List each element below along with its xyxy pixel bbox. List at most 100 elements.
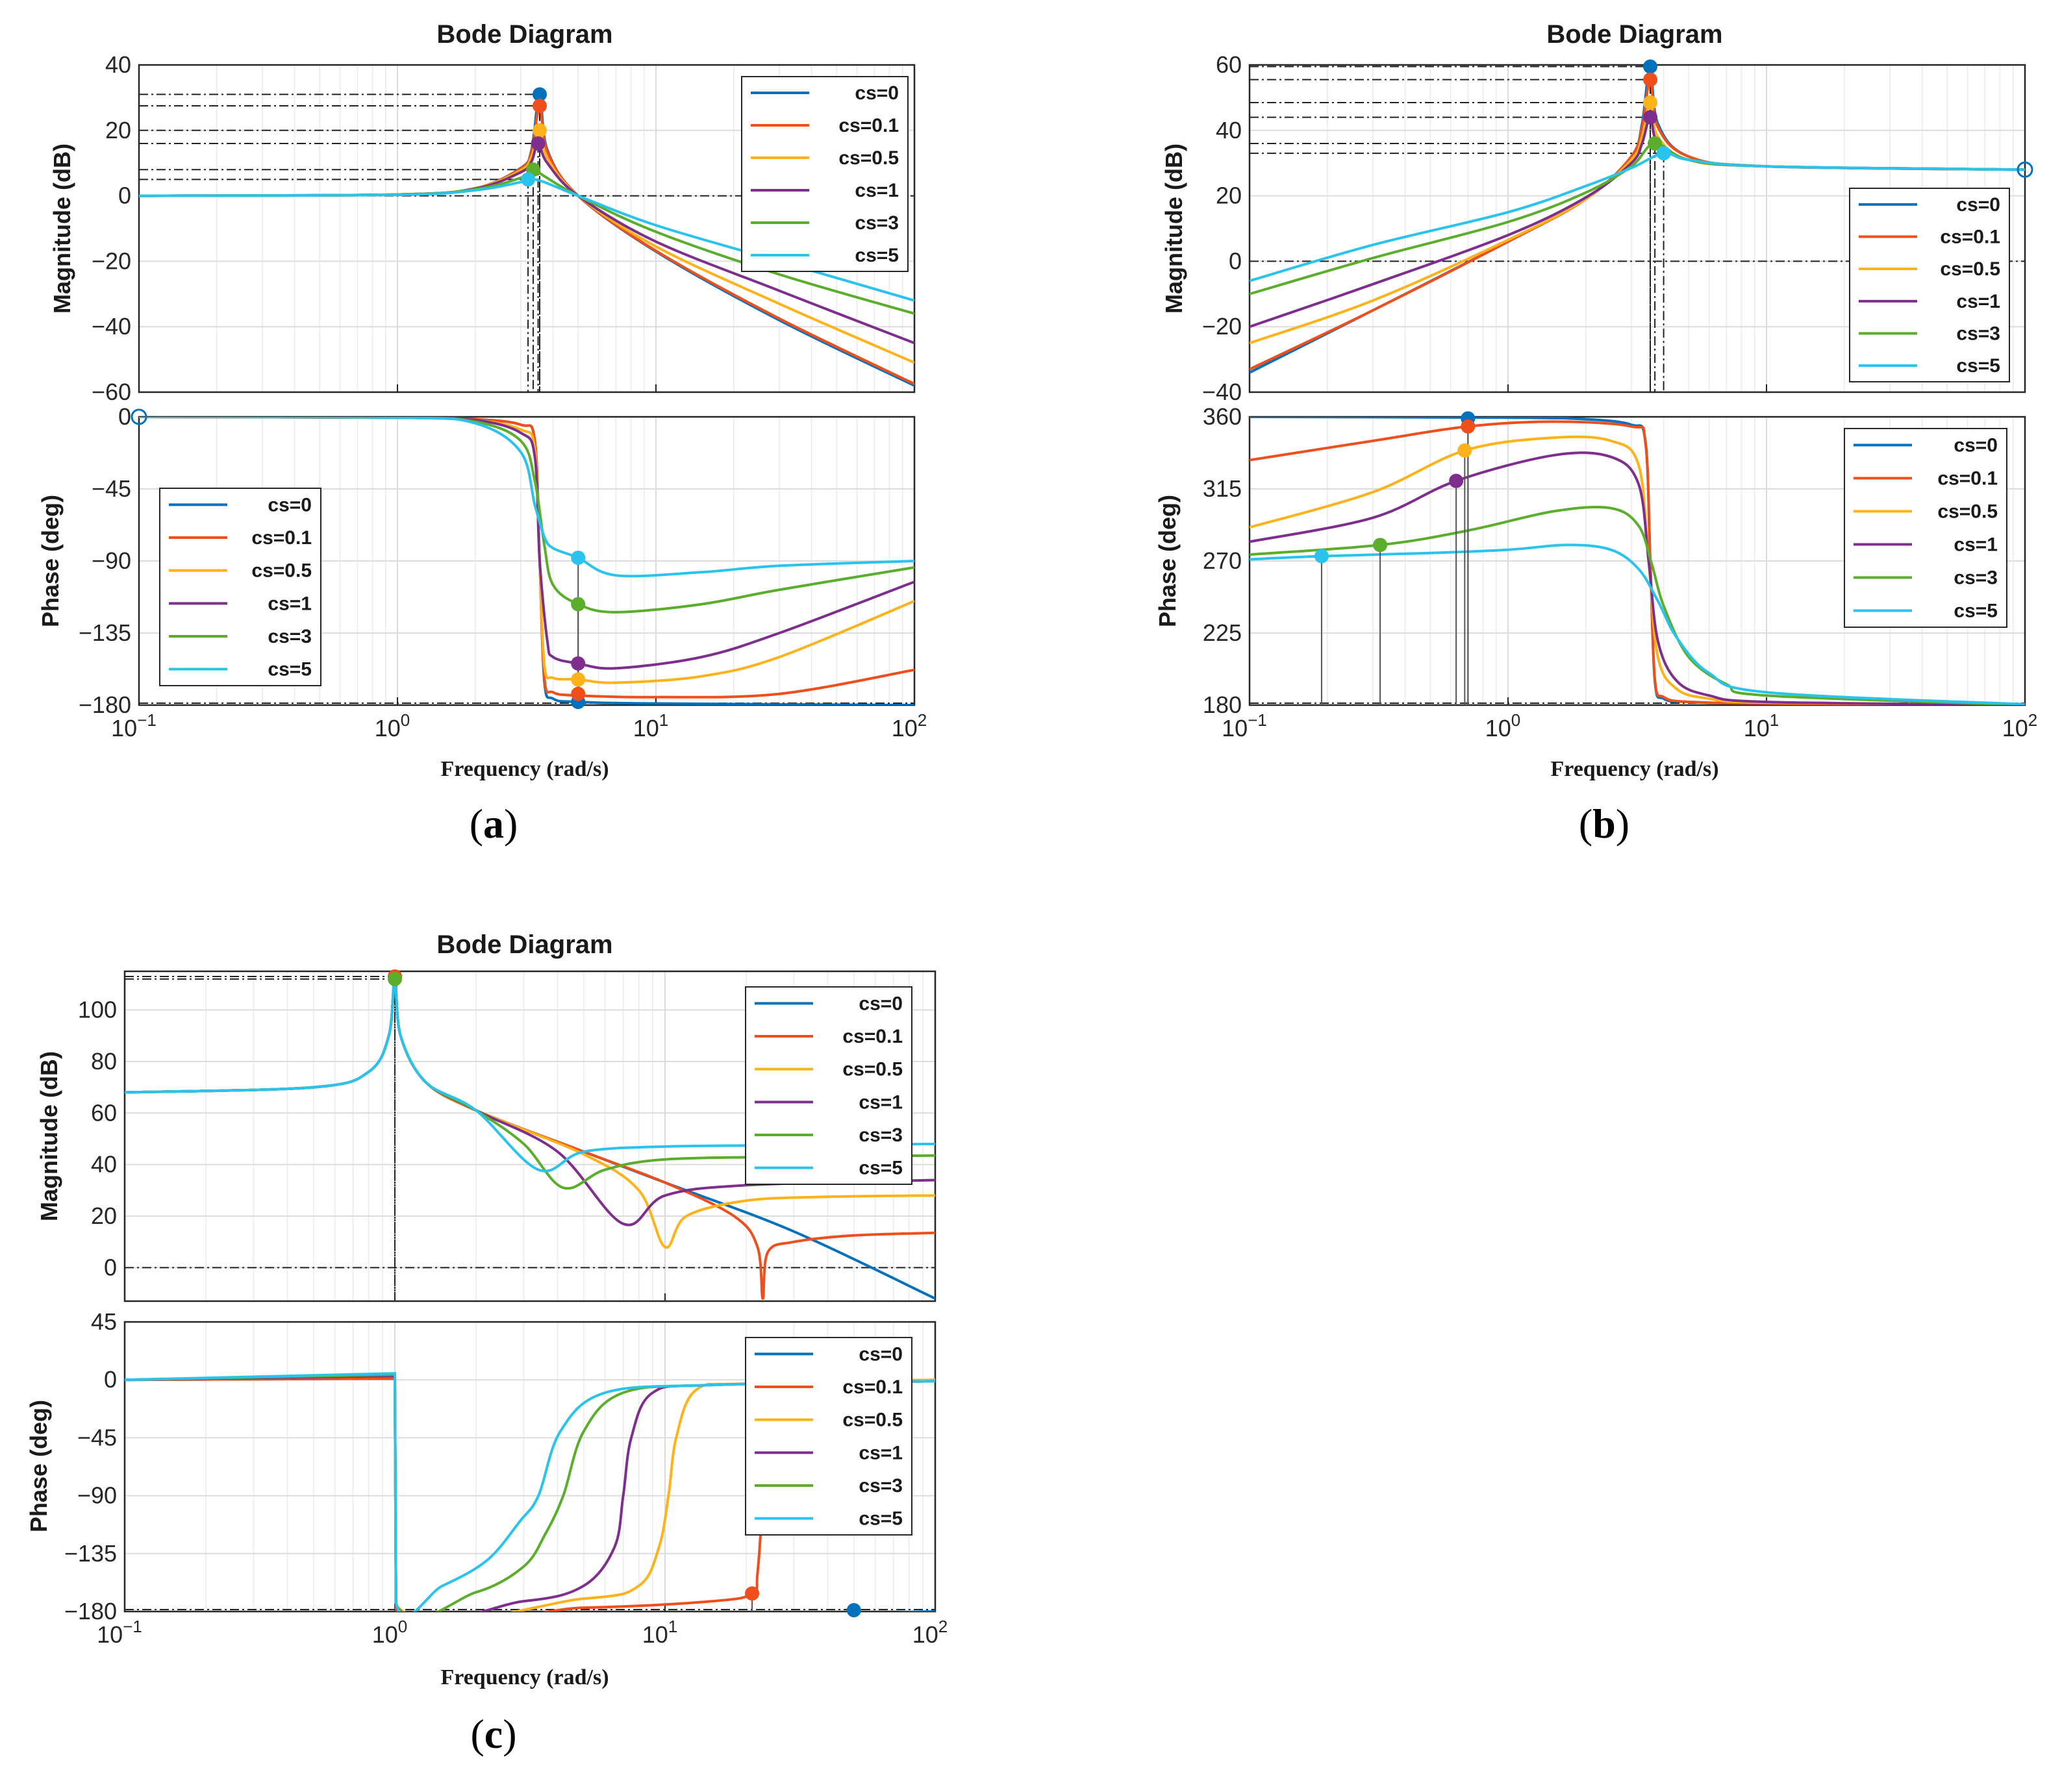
- peak-marker: [1656, 146, 1671, 161]
- magnitude-legend-box: [745, 986, 912, 1185]
- peak-marker: [531, 136, 546, 151]
- frequency-axis-label: Frequency (rad/s): [1550, 757, 1718, 781]
- y-tick-label: 270: [1203, 547, 1242, 574]
- phase-marker: [745, 1586, 760, 1601]
- phase-marker: [1449, 473, 1464, 488]
- legend-label: cs=3: [855, 212, 899, 234]
- x-tick-label: 100: [372, 1617, 408, 1648]
- legend-label: cs=0: [268, 494, 312, 516]
- magnitude-legend-box: [1849, 188, 2010, 382]
- y-tick-label: 40: [91, 1151, 117, 1178]
- legend-label: cs=0.1: [1937, 468, 1998, 490]
- phase-marker: [846, 1603, 861, 1618]
- y-tick-label: 315: [1203, 475, 1242, 502]
- legend-label: cs=3: [268, 626, 312, 647]
- legend-label: cs=1: [1954, 534, 1998, 556]
- series-line-cs-1: [1250, 451, 2025, 705]
- y-tick-label: −180: [79, 691, 131, 718]
- series-line-cs-5: [139, 417, 914, 578]
- series-line-cs-5: [1250, 543, 2025, 705]
- magnitude-panel: 40 20 0 −20 −40 −60 Magnitude (dB) cs=0 cs=0.1 cs…: [49, 51, 916, 405]
- magnitude-axes-frame: [138, 64, 916, 393]
- legend-label: cs=0.5: [1937, 501, 1998, 523]
- magnitude-axes-frame: [1248, 64, 2026, 393]
- legend-label: cs=0: [1956, 194, 2000, 216]
- y-tick-label: 60: [91, 1099, 117, 1126]
- y-tick-label: 0: [104, 1254, 117, 1280]
- legend-label: cs=5: [268, 659, 312, 680]
- series-line-cs-3: [1250, 505, 2025, 705]
- phase-marker: [571, 672, 586, 687]
- y-tick-label: −40: [1202, 379, 1242, 405]
- x-tick-label: 101: [1744, 710, 1779, 741]
- chart-title: Bode Diagram: [1546, 20, 1722, 49]
- y-tick-label: −90: [92, 547, 131, 574]
- legend-label: cs=0: [1954, 435, 1998, 456]
- legend-label: cs=5: [859, 1158, 903, 1179]
- legend-label: cs=5: [855, 245, 899, 266]
- phase-legend-box: [159, 488, 321, 686]
- magnitude-legend-box: [741, 76, 909, 272]
- legend-label: cs=3: [859, 1125, 903, 1146]
- magnitude-axis-label: Magnitude (dB): [49, 143, 75, 314]
- peak-marker: [1642, 59, 1657, 74]
- frequency-axis-label: Frequency (rad/s): [440, 1665, 609, 1689]
- phase-axis-label: Phase (deg): [37, 495, 64, 627]
- x-tick-label: 102: [892, 710, 927, 741]
- legend-label: cs=1: [859, 1091, 903, 1113]
- legend-label: cs=0.5: [838, 147, 899, 169]
- y-tick-label: 0: [1229, 247, 1242, 274]
- x-tick-label: 101: [642, 1617, 678, 1648]
- peak-marker: [388, 971, 402, 986]
- legend-label: cs=3: [859, 1475, 903, 1497]
- y-tick-label: 45: [91, 1308, 117, 1335]
- y-tick-label: −20: [92, 247, 131, 274]
- series-line-cs-5: [125, 1372, 935, 1612]
- phase-marker: [1373, 538, 1388, 553]
- legend-label: cs=3: [1956, 323, 2000, 345]
- y-tick-label: −60: [92, 379, 131, 405]
- legend-label: cs=0.5: [842, 1059, 903, 1080]
- y-tick-label: 20: [91, 1202, 117, 1229]
- phase-axis-label: Phase (deg): [25, 1400, 52, 1532]
- phase-marker: [1314, 549, 1329, 564]
- start-marker: [131, 408, 147, 425]
- phase-marker: [571, 656, 586, 671]
- legend-label: cs=0.1: [838, 115, 899, 136]
- x-tick-label: 101: [633, 710, 669, 741]
- legend-label: cs=0: [859, 993, 903, 1014]
- frequency-axis-label: Frequency (rad/s): [440, 757, 609, 781]
- magnitude-axis-label: Magnitude (dB): [1161, 143, 1187, 314]
- phase-marker: [1457, 443, 1472, 458]
- x-tick-label: 10−1: [111, 710, 157, 741]
- chart-title: Bode Diagram: [436, 20, 612, 49]
- y-tick-label: 20: [105, 117, 131, 143]
- peak-marker: [1642, 110, 1657, 125]
- legend-label: cs=1: [268, 593, 312, 614]
- y-tick-label: −135: [79, 619, 131, 646]
- y-tick-label: 0: [118, 182, 131, 209]
- peak-marker: [532, 123, 547, 138]
- phase-marker: [571, 686, 586, 701]
- peak-marker: [521, 172, 536, 187]
- y-tick-label: −135: [64, 1540, 117, 1567]
- legend-label: cs=5: [1956, 355, 2000, 377]
- magnitude-panel: 60 40 20 0 −20 −40 Magnitude (dB) cs=0 cs=0.1 cs=…: [1161, 51, 2033, 405]
- x-tick-label: 100: [375, 710, 410, 741]
- bode-chart-a: Bode Diagram 40 20 0 −20 −40 −60 Magnitude (dB)…: [37, 20, 927, 847]
- legend-label: cs=0: [855, 82, 899, 104]
- y-tick-label: 0: [118, 403, 131, 430]
- panel-caption: (c): [470, 1711, 516, 1757]
- y-tick-label: −45: [92, 475, 131, 502]
- panel-caption: (b): [1579, 801, 1629, 847]
- phase-marker: [571, 597, 586, 612]
- phase-axis-label: Phase (deg): [1154, 495, 1181, 627]
- magnitude-axes-frame: [123, 970, 937, 1302]
- legend-label: cs=0.1: [842, 1026, 903, 1047]
- y-tick-label: 180: [1203, 691, 1242, 718]
- phase-legend-box: [745, 1337, 912, 1536]
- y-tick-label: 60: [1216, 51, 1242, 78]
- magnitude-axis-label: Magnitude (dB): [36, 1051, 62, 1221]
- phase-marker: [1461, 419, 1476, 434]
